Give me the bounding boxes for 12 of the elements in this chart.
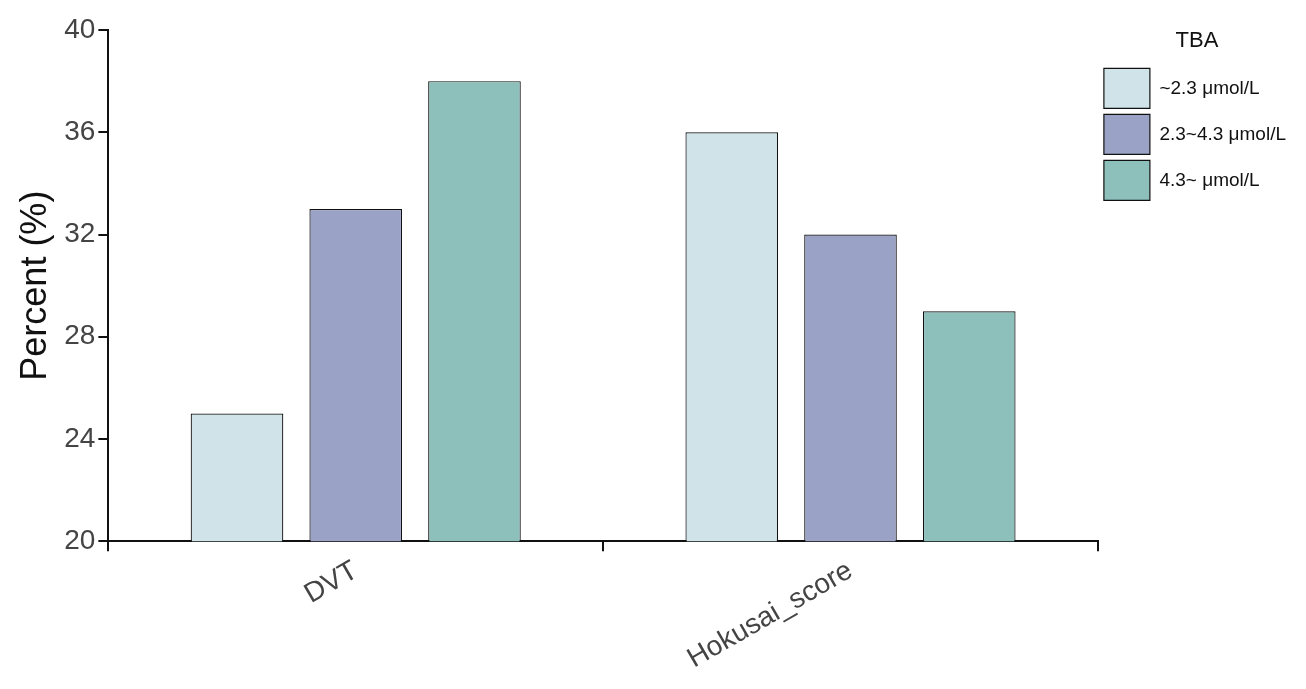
- y-tick-label: 20: [64, 524, 96, 556]
- y-tick-label: 40: [64, 12, 96, 44]
- legend-label: 4.3~ μmol/L: [1159, 168, 1260, 190]
- y-tick-label: 36: [64, 114, 96, 146]
- legend-label: 2.3~4.3 μmol/L: [1159, 122, 1286, 144]
- legend-title: TBA: [1175, 27, 1219, 53]
- y-axis-title: Percent (%): [12, 190, 54, 381]
- y-tick-label: 28: [64, 319, 96, 351]
- legend-label: ~2.3 μmol/L: [1159, 76, 1260, 98]
- y-tick-label: 24: [64, 421, 96, 453]
- x-tick-label: DVT: [298, 553, 363, 609]
- y-tick-label: 32: [64, 217, 96, 249]
